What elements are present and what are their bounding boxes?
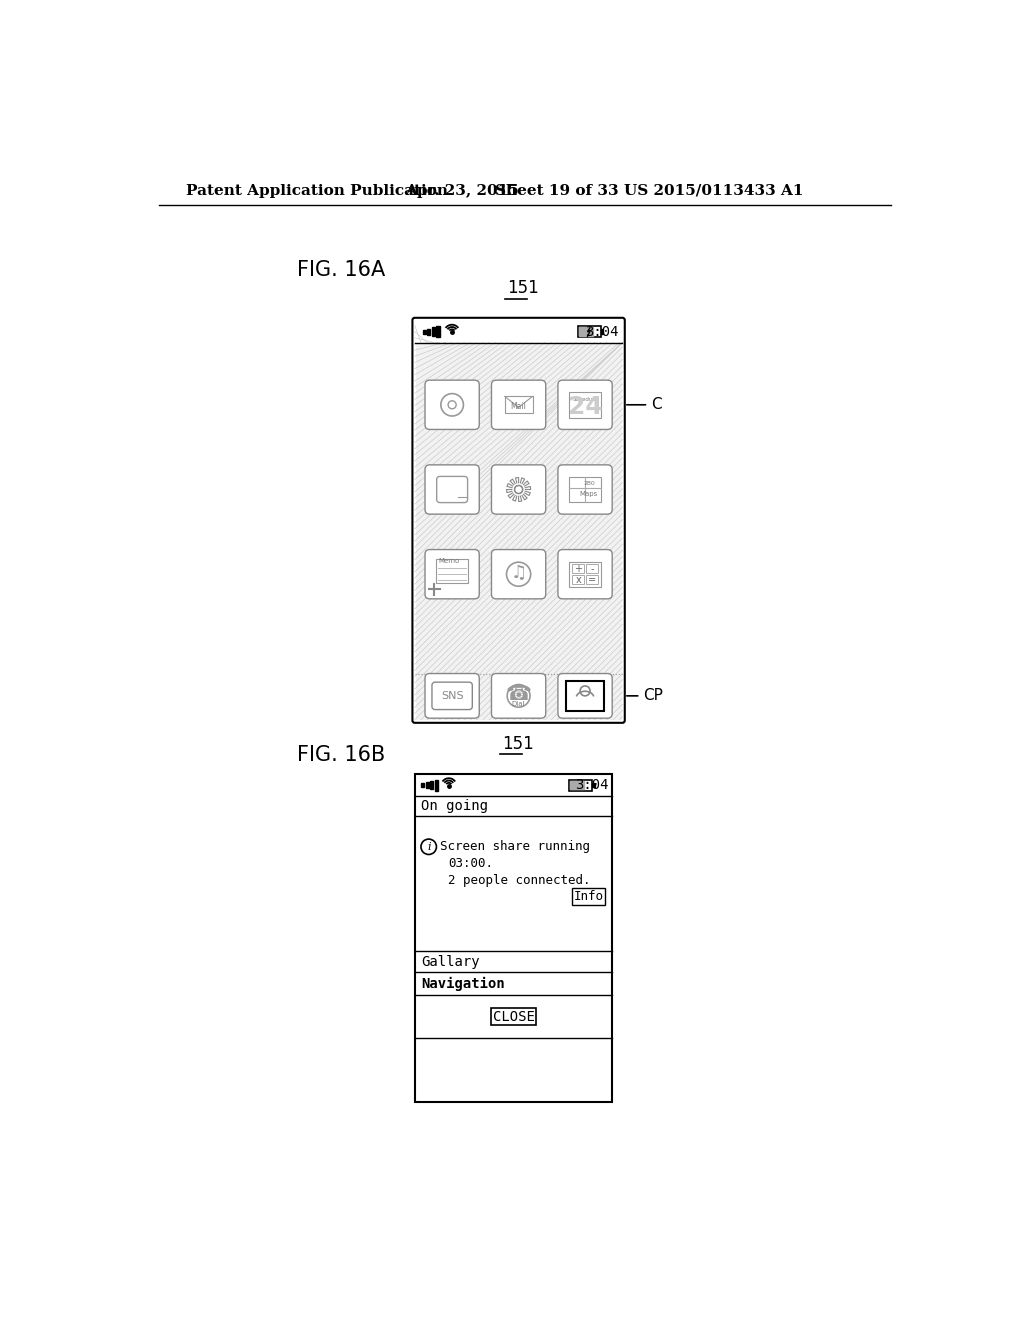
Bar	[436, 560, 468, 583]
Bar	[432, 327, 435, 335]
FancyBboxPatch shape	[425, 465, 479, 515]
Text: Dial: Dial	[512, 701, 525, 706]
Text: 151: 151	[507, 279, 539, 297]
Bar	[423, 330, 426, 334]
Text: C: C	[627, 397, 662, 412]
Text: On going: On going	[421, 799, 488, 813]
Text: Schedule: Schedule	[572, 397, 598, 401]
Text: Apr. 23, 2015: Apr. 23, 2015	[406, 183, 519, 198]
Bar	[505, 396, 532, 413]
Bar	[579, 327, 593, 335]
Text: 24: 24	[567, 395, 602, 418]
Bar	[569, 780, 592, 791]
FancyBboxPatch shape	[492, 549, 546, 599]
Bar	[427, 329, 430, 335]
Bar	[570, 781, 584, 789]
Text: 2 people connected.: 2 people connected.	[449, 874, 591, 887]
Text: Patent Application Publication: Patent Application Publication	[186, 183, 449, 198]
Bar	[430, 781, 433, 789]
Text: US 2015/0113433 A1: US 2015/0113433 A1	[624, 183, 804, 198]
Text: x: x	[575, 574, 581, 585]
FancyBboxPatch shape	[413, 318, 625, 723]
Text: ☎: ☎	[506, 684, 531, 704]
FancyBboxPatch shape	[558, 673, 612, 718]
Text: 03:00.: 03:00.	[449, 857, 494, 870]
Bar	[569, 392, 601, 417]
Text: Sheet 19 of 33: Sheet 19 of 33	[495, 183, 618, 198]
Bar	[492, 1008, 536, 1026]
Text: +: +	[574, 564, 582, 574]
FancyBboxPatch shape	[558, 465, 612, 515]
Bar	[571, 576, 585, 585]
Text: Mail: Mail	[511, 401, 526, 411]
Text: 151: 151	[502, 735, 534, 752]
Text: Gallary: Gallary	[421, 954, 479, 969]
Bar	[569, 562, 601, 586]
Text: -: -	[590, 564, 594, 574]
Bar	[435, 780, 438, 791]
FancyBboxPatch shape	[558, 380, 612, 429]
Text: i: i	[427, 842, 430, 851]
Text: Maps: Maps	[580, 491, 598, 498]
FancyBboxPatch shape	[492, 673, 546, 718]
Bar	[416, 345, 622, 719]
Text: 3:04: 3:04	[575, 779, 608, 792]
Bar	[571, 564, 585, 573]
Text: =: =	[588, 574, 596, 585]
Bar	[569, 477, 601, 503]
Bar	[586, 576, 598, 585]
Text: Navigation: Navigation	[421, 977, 505, 991]
FancyBboxPatch shape	[425, 549, 479, 599]
Bar	[421, 783, 424, 787]
FancyBboxPatch shape	[425, 673, 479, 718]
Text: 3:04: 3:04	[585, 325, 618, 339]
Bar	[572, 888, 604, 904]
Bar	[415, 775, 612, 1102]
Text: CP: CP	[627, 688, 664, 704]
FancyBboxPatch shape	[432, 682, 472, 710]
FancyBboxPatch shape	[492, 380, 546, 429]
Text: 280: 280	[583, 482, 595, 486]
Bar	[586, 564, 598, 573]
Text: Memo: Memo	[438, 557, 460, 564]
FancyBboxPatch shape	[425, 380, 479, 429]
Text: Screen share running: Screen share running	[440, 841, 590, 853]
Bar	[566, 681, 604, 710]
FancyBboxPatch shape	[436, 477, 468, 503]
Text: ♫: ♫	[511, 565, 526, 582]
Bar	[592, 783, 595, 788]
Text: FIG. 16A: FIG. 16A	[297, 260, 385, 280]
Text: FIG. 16B: FIG. 16B	[297, 746, 385, 766]
Bar	[601, 330, 603, 334]
Text: CLOSE: CLOSE	[493, 1010, 535, 1023]
Text: Info: Info	[573, 890, 603, 903]
Bar	[578, 326, 601, 337]
Bar	[436, 326, 439, 337]
Bar	[426, 781, 429, 788]
FancyBboxPatch shape	[558, 549, 612, 599]
FancyBboxPatch shape	[492, 465, 546, 515]
Text: SNS: SNS	[440, 690, 464, 701]
